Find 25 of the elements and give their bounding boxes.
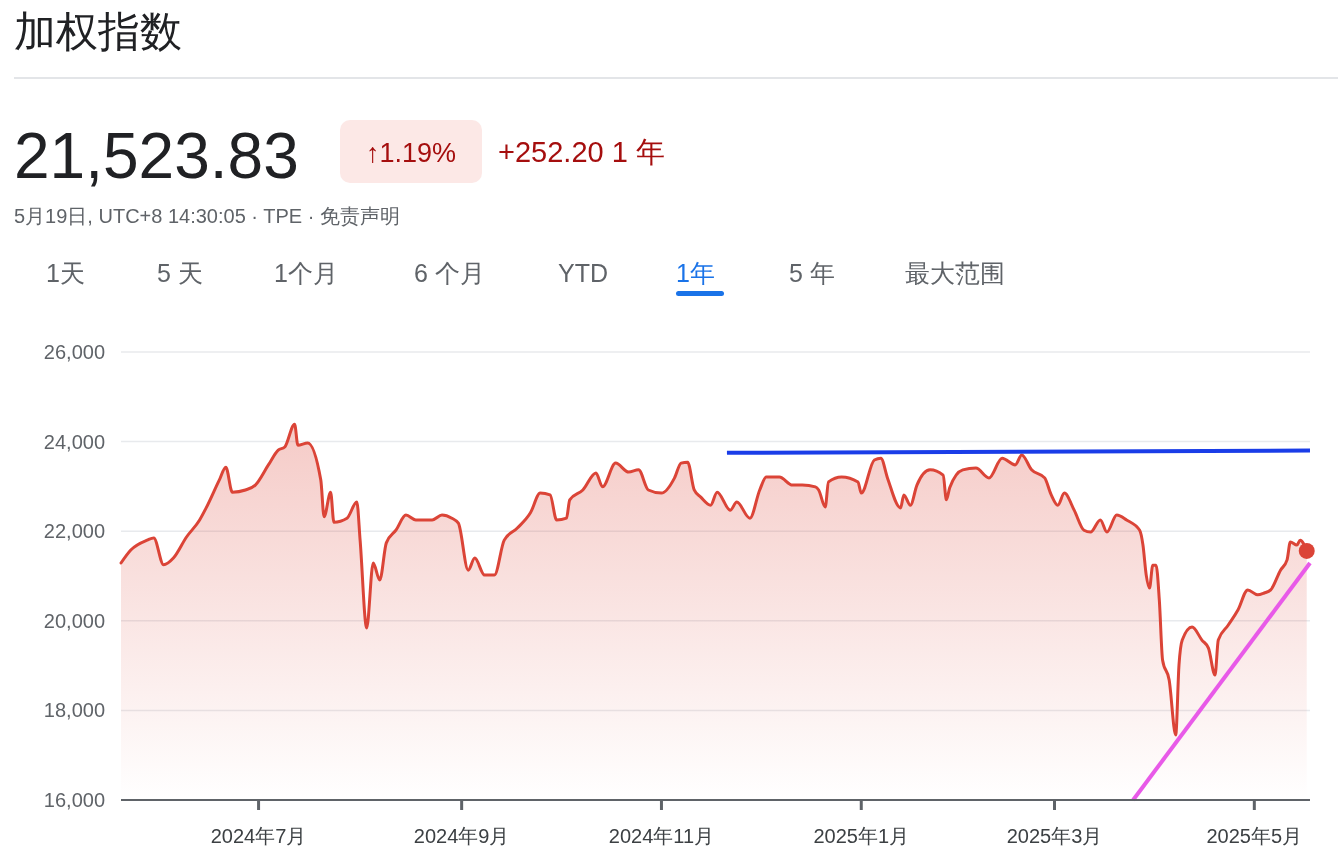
text: ↑1.19% [365,138,457,168]
text: 5 天 [157,259,203,287]
text: 1天 [46,259,85,287]
text: YTD [558,259,608,287]
x-tick-label: 2025年5月 [1206,825,1303,847]
text: 6 个月 [414,259,485,287]
text: 1年 [676,259,715,287]
x-tick-label: 2024年7月 [210,825,307,847]
text: 5 年 [789,259,835,287]
x-tick-label: 2024年11月 [608,825,715,847]
y-tick-label: 22,000 [43,520,105,543]
x-tick-label: 2024年9月 [413,825,510,847]
y-tick-label: 20,000 [43,609,105,632]
y-tick-label: 26,000 [43,341,105,363]
x-tick-label: 2025年1月 [813,825,910,847]
text: 最大范围 [905,259,1005,287]
text: +252.20 1 年 [498,136,665,168]
text: 5月19日, UTC+8 14:30:05 · TPE · 免责声明 [14,205,400,227]
x-tick-label: 2025年3月 [1006,825,1103,847]
y-tick-label: 18,000 [43,699,105,722]
text: 21,523.83 [14,120,299,192]
text: 1个月 [274,259,338,287]
y-tick-label: 24,000 [43,430,105,453]
y-tick-label: 16,000 [43,789,105,811]
chart-title: 加权指数 [14,8,182,55]
